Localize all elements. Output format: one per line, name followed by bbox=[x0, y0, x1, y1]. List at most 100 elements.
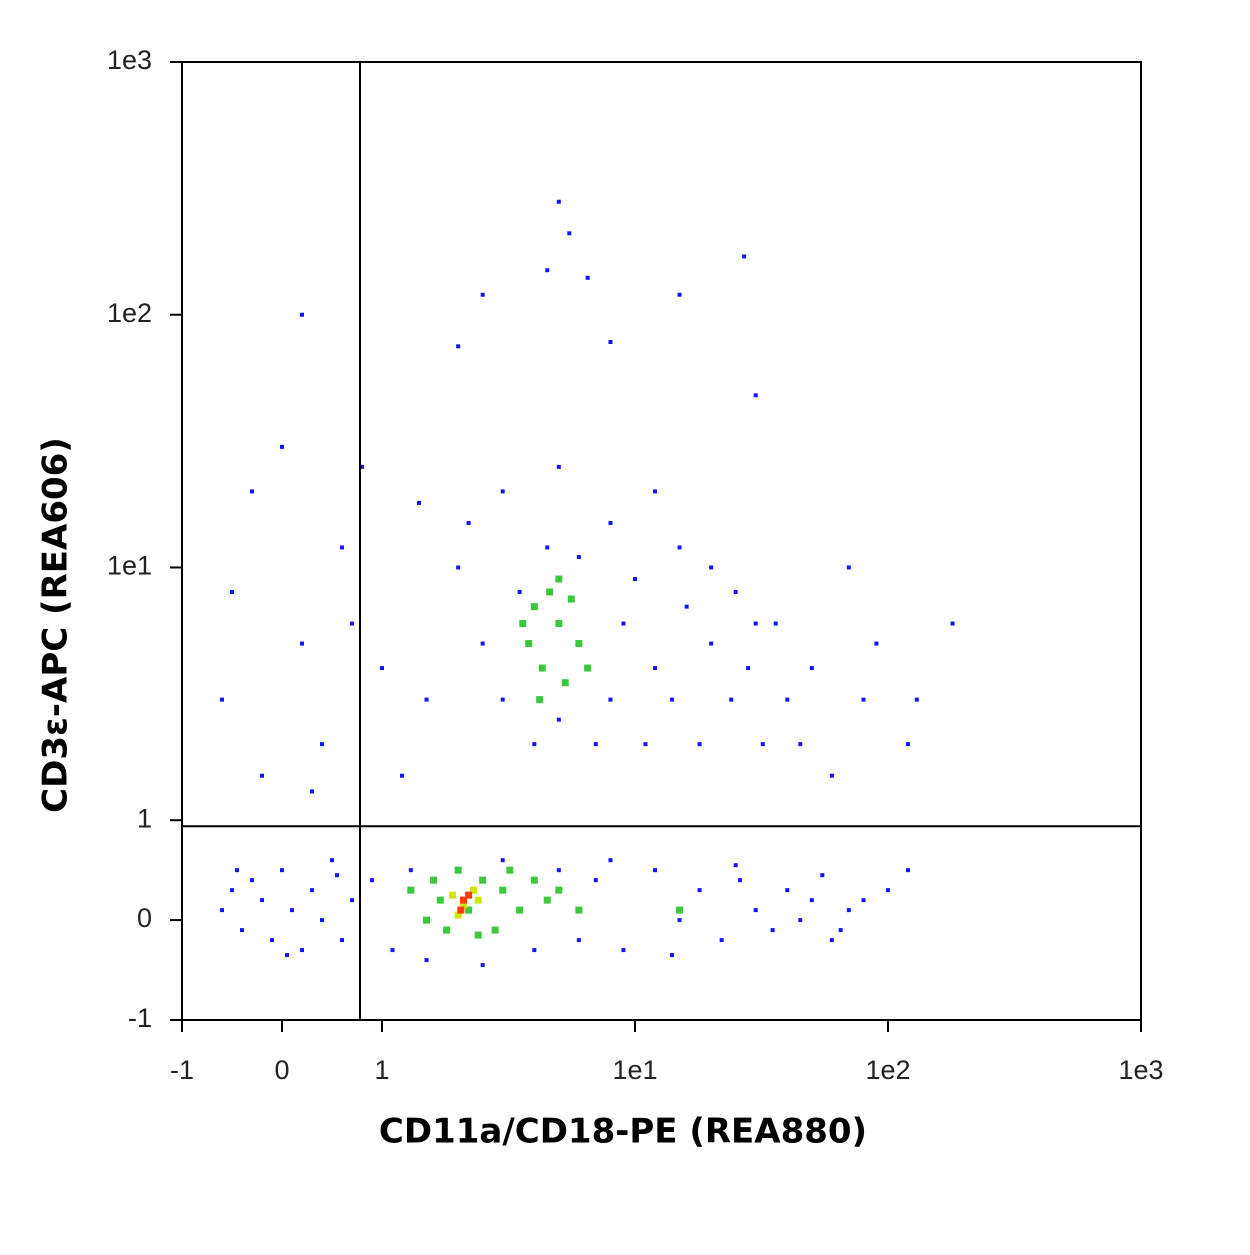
point bbox=[466, 520, 471, 525]
point bbox=[785, 697, 790, 702]
point bbox=[575, 906, 583, 914]
point bbox=[408, 868, 413, 873]
point bbox=[519, 620, 527, 628]
point bbox=[798, 918, 803, 923]
point bbox=[530, 603, 538, 611]
point bbox=[360, 464, 364, 469]
point bbox=[561, 679, 569, 687]
point bbox=[340, 545, 344, 550]
point bbox=[230, 589, 234, 594]
point bbox=[250, 489, 254, 494]
point bbox=[350, 898, 354, 903]
point bbox=[709, 641, 714, 646]
point bbox=[465, 891, 473, 899]
point bbox=[653, 666, 658, 671]
point bbox=[593, 878, 598, 883]
point bbox=[380, 666, 384, 671]
point bbox=[260, 898, 264, 903]
point bbox=[874, 641, 879, 646]
point bbox=[760, 742, 765, 747]
point bbox=[310, 789, 314, 794]
point bbox=[532, 742, 537, 747]
point bbox=[556, 199, 561, 204]
point bbox=[300, 948, 304, 953]
point bbox=[567, 595, 575, 603]
point bbox=[320, 918, 324, 923]
point bbox=[653, 868, 658, 873]
point bbox=[886, 888, 890, 893]
point bbox=[861, 697, 866, 702]
point bbox=[809, 898, 814, 903]
point bbox=[320, 742, 324, 747]
point bbox=[567, 231, 572, 236]
point bbox=[733, 863, 738, 868]
point bbox=[950, 621, 955, 626]
point bbox=[593, 742, 598, 747]
point bbox=[709, 565, 714, 570]
point bbox=[906, 868, 911, 873]
point bbox=[555, 575, 563, 583]
point bbox=[300, 641, 304, 646]
point bbox=[517, 589, 522, 594]
point bbox=[350, 621, 354, 626]
point bbox=[575, 640, 583, 648]
point bbox=[621, 948, 626, 953]
point bbox=[546, 588, 554, 596]
point bbox=[532, 948, 537, 953]
point bbox=[491, 926, 499, 934]
point bbox=[733, 589, 738, 594]
point bbox=[500, 858, 505, 863]
x-tick-label: 1 bbox=[374, 1055, 389, 1085]
point bbox=[330, 858, 334, 863]
point bbox=[556, 464, 561, 469]
point bbox=[270, 938, 274, 943]
point bbox=[584, 664, 592, 672]
point bbox=[443, 926, 451, 934]
point bbox=[585, 275, 590, 280]
point bbox=[608, 697, 613, 702]
point bbox=[235, 868, 239, 873]
point bbox=[633, 577, 637, 582]
point bbox=[400, 773, 405, 778]
point bbox=[621, 621, 626, 626]
point bbox=[454, 866, 462, 874]
y-tick-label: 1e3 bbox=[107, 45, 152, 75]
point bbox=[556, 868, 561, 873]
point bbox=[460, 901, 468, 909]
point bbox=[470, 886, 478, 894]
point bbox=[456, 565, 461, 570]
point bbox=[424, 958, 429, 963]
point bbox=[543, 896, 551, 904]
y-axis-title: CD3ε-APC (REA606) bbox=[36, 437, 76, 813]
point bbox=[846, 908, 851, 913]
point bbox=[424, 697, 429, 702]
point bbox=[914, 697, 919, 702]
point bbox=[250, 878, 254, 883]
point bbox=[479, 876, 487, 884]
point bbox=[280, 868, 284, 873]
point bbox=[746, 666, 751, 671]
point bbox=[280, 444, 284, 449]
point bbox=[809, 666, 814, 671]
y-tick-label: 1e2 bbox=[107, 298, 152, 328]
point bbox=[536, 696, 544, 704]
point bbox=[697, 888, 702, 893]
point bbox=[669, 953, 674, 958]
point bbox=[676, 906, 684, 914]
point bbox=[770, 928, 775, 933]
point bbox=[576, 938, 581, 943]
point bbox=[460, 896, 468, 904]
point bbox=[390, 948, 395, 953]
x-tick-label: 0 bbox=[274, 1055, 289, 1085]
point bbox=[653, 489, 658, 494]
point bbox=[285, 953, 289, 958]
point bbox=[669, 697, 674, 702]
point bbox=[719, 938, 724, 943]
point bbox=[545, 545, 550, 550]
point bbox=[340, 938, 344, 943]
point bbox=[456, 344, 461, 349]
y-tick-label: 0 bbox=[137, 903, 152, 933]
point bbox=[838, 928, 843, 933]
plot-frame bbox=[181, 61, 1142, 1021]
point bbox=[516, 906, 524, 914]
